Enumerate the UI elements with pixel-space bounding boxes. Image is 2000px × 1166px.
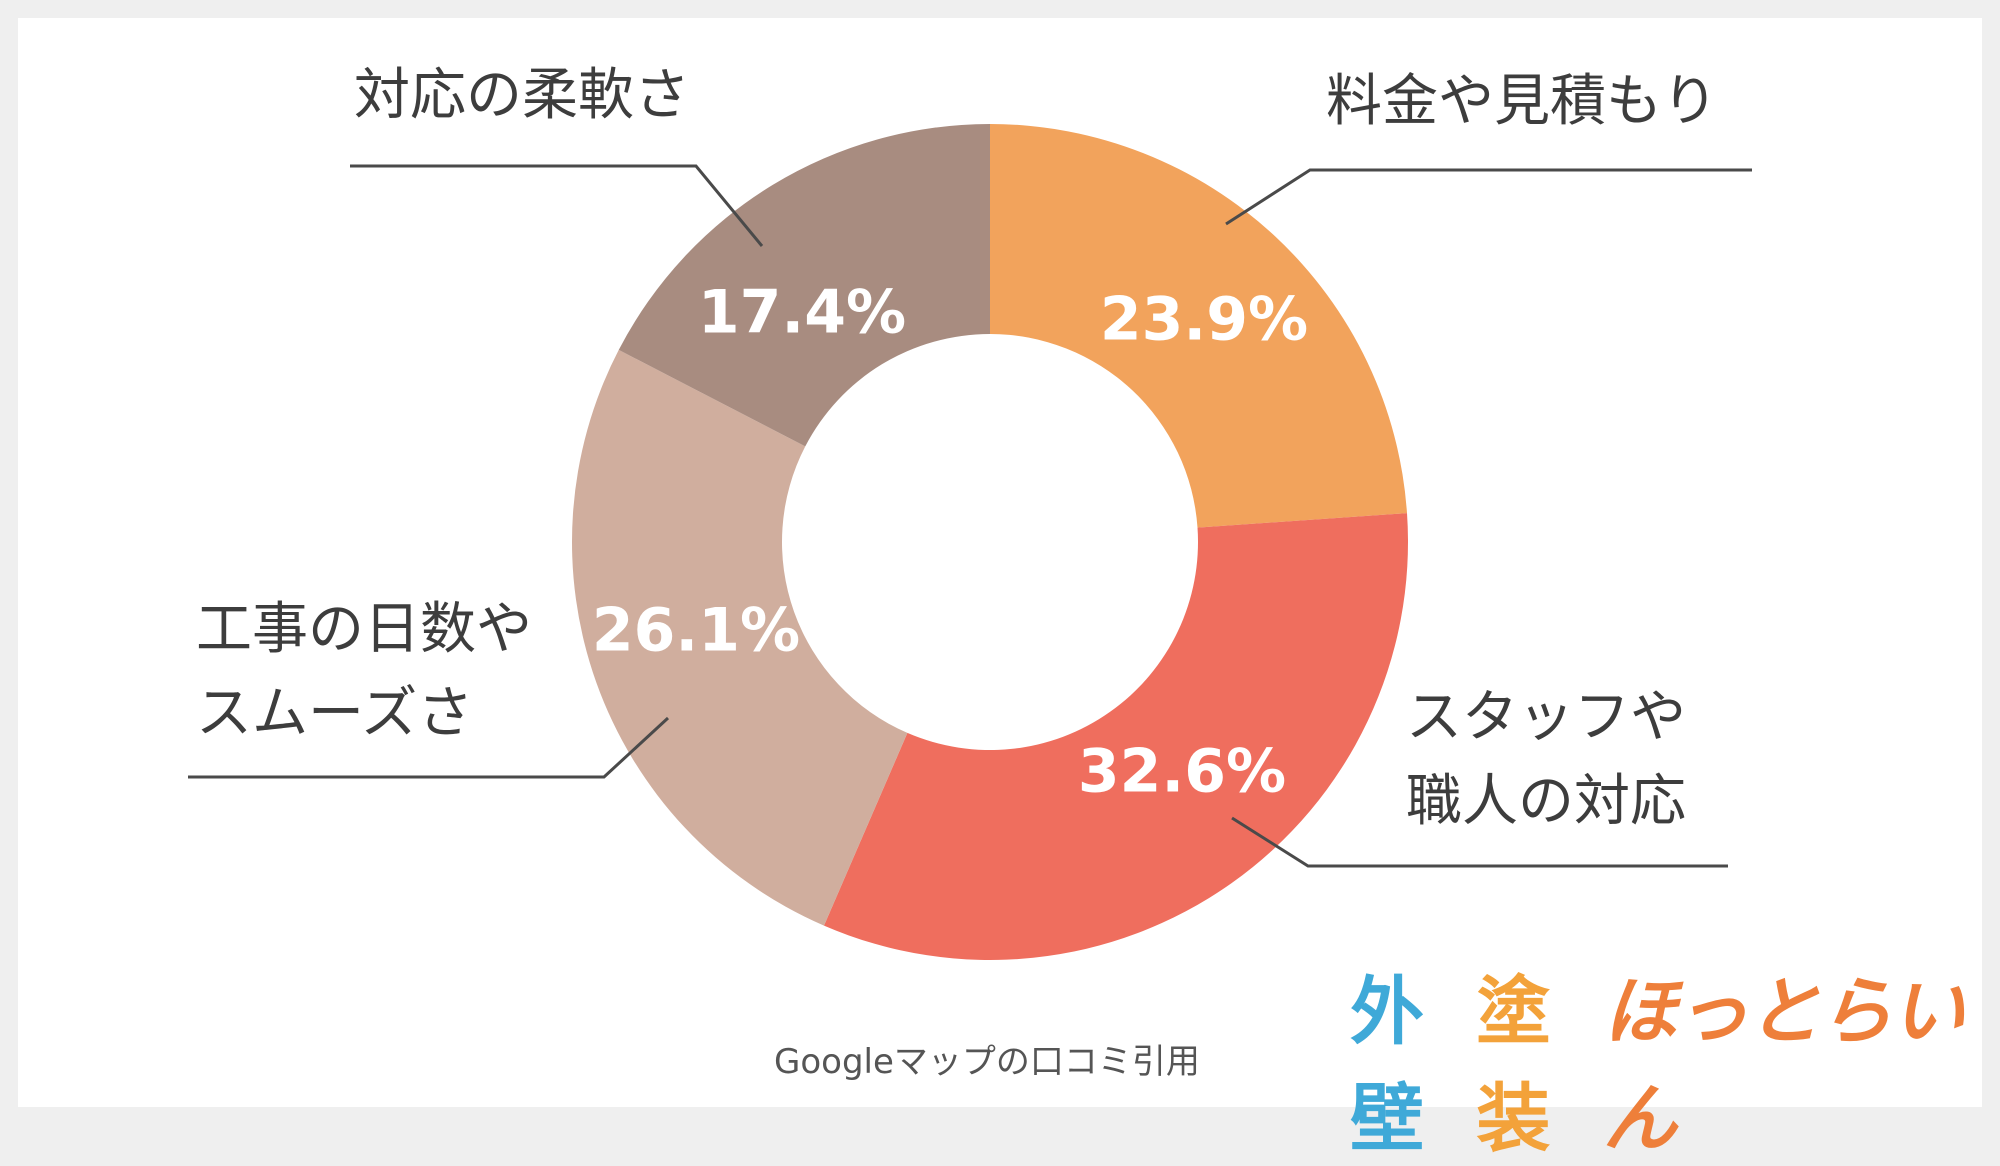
category-label-2-line-1: スタッフや [1406,685,1686,750]
donut-slice-4 [618,123,990,447]
brand-logo: 外壁 塗装 ほっとらいん [1350,969,1982,1162]
leader-line-4 [350,164,764,247]
category-label-4-line-1: 対応の柔軟さ [354,63,690,128]
chart-card: 23.9% 32.6% 26.1% 17.4% 料金や見積もりスタッフや職人の対応 工事… [18,18,1982,1162]
logo-text-part1: 外壁 [1350,969,1424,1162]
category-label-3-line-1: 工事の日数や [196,597,532,662]
slice-value-label-2: 32.6% [1078,737,1286,807]
category-label-1-line-1: 料金や見積もり [1326,69,1718,134]
donut-slice-2 [823,513,1408,960]
category-label-2-line-2: 職人の対応 [1406,769,1686,834]
slice-value-label-1: 23.9% [1100,285,1308,355]
logo-text-part2: 塗装 [1476,969,1550,1162]
slice-value-label-4: 17.4% [698,278,906,348]
source-note: Googleマップの口コミ引用 [774,1042,1200,1082]
donut-slice-3 [572,349,908,926]
donut-slice-1 [990,124,1408,528]
logo-text-part3: ほっとらいん [1602,969,1965,1162]
category-label-3-line-2: スムーズさ [196,681,473,746]
leader-line-2 [1231,816,1728,868]
leader-line-1 [1225,168,1752,226]
leader-line-3 [188,716,670,779]
slice-value-label-3: 26.1% [592,596,800,666]
